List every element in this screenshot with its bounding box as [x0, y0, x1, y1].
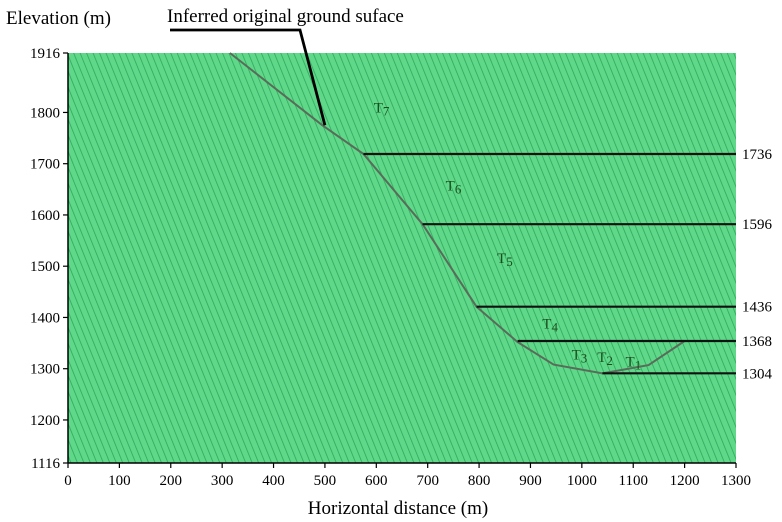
x-tick-label-100: 100 [108, 473, 131, 489]
terrace-label-T4: T4 [542, 317, 558, 335]
terrace-label-T1: T1 [626, 355, 642, 373]
y-tick-label-1800: 1800 [30, 105, 60, 121]
y-axis-title: Elevation (m) [6, 8, 111, 29]
y-tick-label-1300: 1300 [30, 362, 60, 378]
annotation-pointer [170, 28, 327, 126]
y-tick-label-1200: 1200 [30, 413, 60, 429]
ground-profile-line [229, 52, 686, 375]
y-tick-label-1116: 1116 [31, 456, 60, 472]
annotation-label: Inferred original ground suface [167, 6, 404, 27]
x-tick-label-1000: 1000 [567, 473, 597, 489]
level-label-1368: 1368 [742, 334, 772, 350]
x-tick-label-800: 800 [468, 473, 491, 489]
level-label-1304: 1304 [742, 366, 773, 382]
x-tick-label-900: 900 [519, 473, 542, 489]
terrace-label-T7: T7 [374, 100, 390, 118]
x-tick-label-300: 300 [211, 473, 234, 489]
terrace-label-T5: T5 [497, 251, 513, 269]
y-tick-label-1500: 1500 [30, 259, 60, 275]
y-tick-label-1400: 1400 [30, 310, 60, 326]
x-tick-label-1300: 1300 [721, 473, 751, 489]
terrace-label-T2: T2 [597, 350, 613, 368]
y-tick-label-1700: 1700 [30, 157, 60, 173]
x-tick-label-400: 400 [262, 473, 285, 489]
level-label-1596: 1596 [742, 217, 773, 233]
x-tick-label-1200: 1200 [670, 473, 700, 489]
level-label-1436: 1436 [742, 300, 773, 316]
y-tick-label-1916: 1916 [30, 46, 61, 62]
terrace-label-T6: T6 [446, 178, 462, 196]
plot-area [68, 53, 736, 463]
x-tick-label-700: 700 [416, 473, 439, 489]
level-label-1736: 1736 [742, 147, 773, 163]
x-axis-title: Horizontal distance (m) [308, 498, 488, 519]
x-tick-label-200: 200 [160, 473, 183, 489]
x-tick-label-1100: 1100 [619, 473, 648, 489]
y-tick-label-1600: 1600 [30, 208, 60, 224]
x-tick-label-500: 500 [314, 473, 337, 489]
x-tick-label-0: 0 [64, 473, 72, 489]
terrace-label-T3: T3 [572, 347, 588, 365]
x-tick-label-600: 600 [365, 473, 388, 489]
